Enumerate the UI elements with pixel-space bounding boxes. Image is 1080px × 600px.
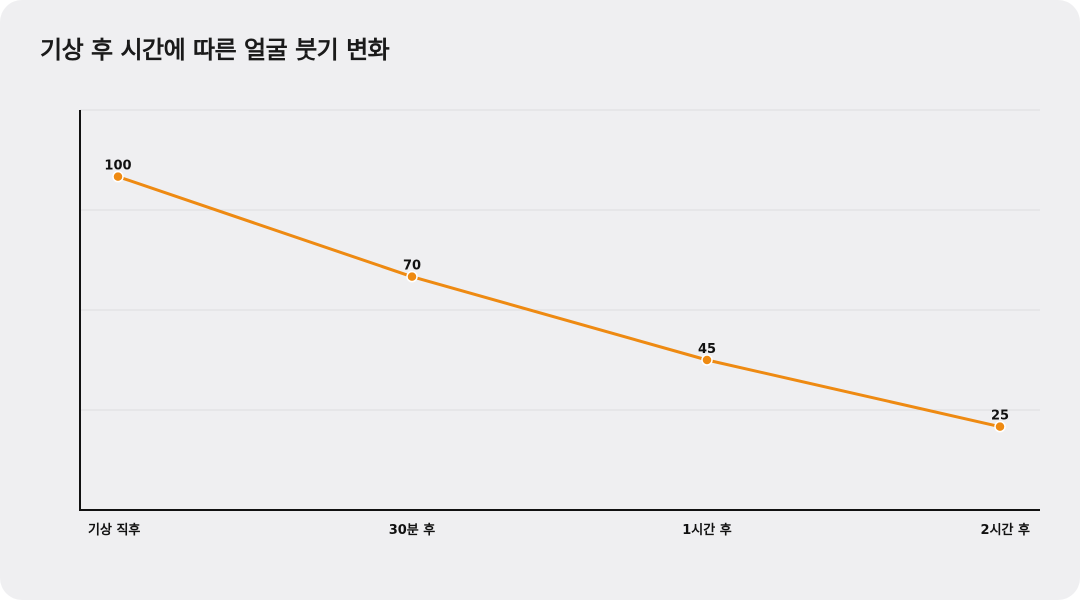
data-label-2: 45: [698, 342, 716, 357]
data-label-1: 70: [403, 259, 421, 274]
series-line: [116, 175, 1002, 429]
data-label-3: 25: [991, 409, 1009, 424]
data-point-0: [112, 170, 124, 183]
chart-title: 기상 후 시간에 따른 얼굴 붓기 변화: [40, 36, 390, 64]
data-point-3: [994, 420, 1006, 433]
x-tick-label-0: 기상 직후: [88, 522, 140, 538]
x-tick-label-3: 2시간 후: [981, 522, 1030, 538]
data-point-1: [406, 270, 418, 283]
data-point-2: [701, 354, 713, 366]
x-tick-label-2: 1시간 후: [682, 522, 731, 538]
data-label-0: 100: [104, 159, 131, 174]
x-tick-label-1: 30분 후: [389, 522, 436, 538]
